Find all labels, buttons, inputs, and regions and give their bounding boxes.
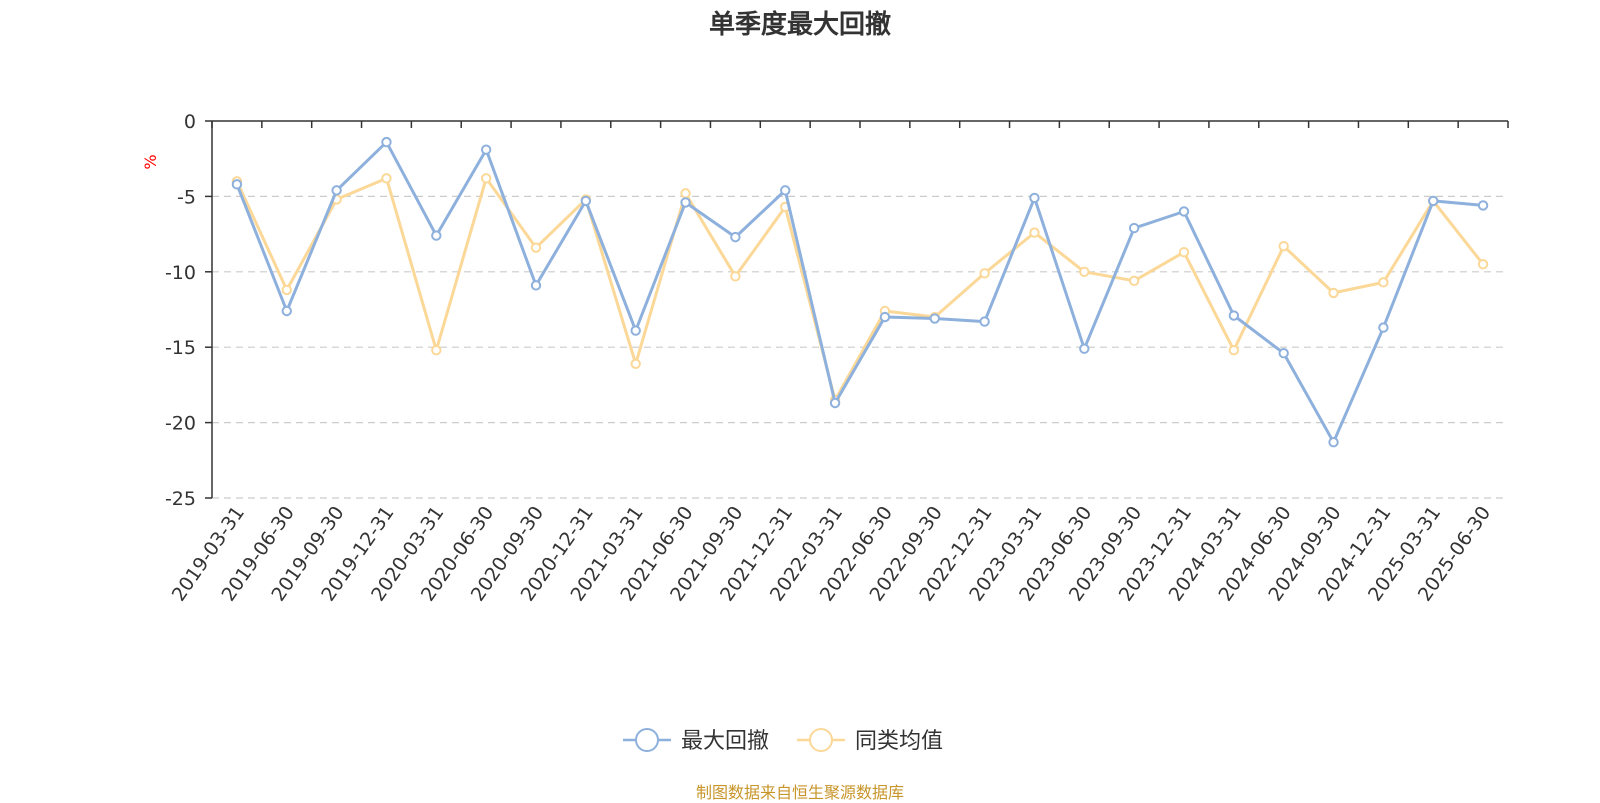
data-point-1	[381, 173, 392, 184]
data-point-1	[1328, 287, 1339, 299]
y-tick-label: -5	[177, 186, 196, 208]
data-point-1	[431, 345, 442, 356]
data-point-1	[1178, 246, 1190, 258]
data-point-0	[231, 179, 243, 190]
data-point-0	[829, 397, 841, 409]
data-point-0	[1477, 200, 1489, 211]
source-note: 制图数据来自恒生聚源数据库	[695, 783, 904, 802]
data-point-0	[331, 185, 342, 196]
data-point-0	[1029, 192, 1040, 204]
data-point-1	[680, 188, 691, 199]
grid-lines	[212, 195, 1508, 499]
y-tick-label: -20	[165, 413, 196, 435]
data-point-0	[879, 311, 891, 323]
data-point-0	[1428, 195, 1439, 207]
y-tick-label: -25	[165, 488, 196, 510]
data-point-0	[1328, 437, 1339, 448]
y-axis-unit-label: %	[141, 154, 160, 169]
legend-marker	[809, 728, 833, 752]
data-point-0	[680, 197, 691, 208]
data-point-0	[979, 316, 990, 327]
data-point-1	[530, 242, 542, 253]
legend-label: 最大回撤	[681, 729, 769, 754]
data-point-1	[1378, 277, 1389, 288]
data-point-0	[530, 280, 542, 291]
data-point-1	[730, 271, 741, 282]
data-point-1	[1029, 227, 1040, 238]
y-tick-label: 0	[184, 111, 196, 133]
data-point-0	[381, 136, 392, 148]
data-point-0	[630, 325, 641, 336]
data-point-0	[929, 313, 940, 324]
data-point-1	[630, 358, 641, 369]
legend-marker	[635, 728, 659, 752]
data-point-0	[1378, 322, 1389, 333]
legend: 最大回撤 同类均值	[623, 728, 943, 754]
data-point-1	[281, 284, 292, 296]
series-line-1	[235, 176, 1485, 402]
legend-label: 同类均值	[855, 729, 943, 754]
data-point-1	[979, 268, 990, 279]
data-point-0	[480, 144, 492, 155]
y-tick-label: -15	[165, 337, 196, 359]
data-point-1	[480, 173, 492, 184]
data-point-0	[1079, 343, 1090, 354]
data-point-0	[580, 195, 592, 207]
series-line-0	[235, 140, 1484, 444]
chart-title: 单季度最大回撤	[708, 10, 891, 40]
data-point-1	[1128, 275, 1140, 287]
data-point-1	[1228, 345, 1240, 356]
data-point-0	[730, 231, 741, 243]
data-point-1	[1079, 266, 1090, 277]
y-tick-label: -10	[165, 262, 196, 284]
data-point-0	[1278, 348, 1289, 359]
data-point-0	[281, 305, 292, 317]
series-lines	[231, 136, 1489, 448]
data-point-0	[1128, 222, 1140, 234]
data-point-1	[1278, 240, 1289, 252]
data-point-1	[1477, 259, 1489, 270]
data-point-0	[431, 230, 442, 241]
data-point-0	[780, 185, 791, 196]
data-point-0	[1178, 206, 1190, 217]
data-point-0	[1228, 310, 1240, 321]
